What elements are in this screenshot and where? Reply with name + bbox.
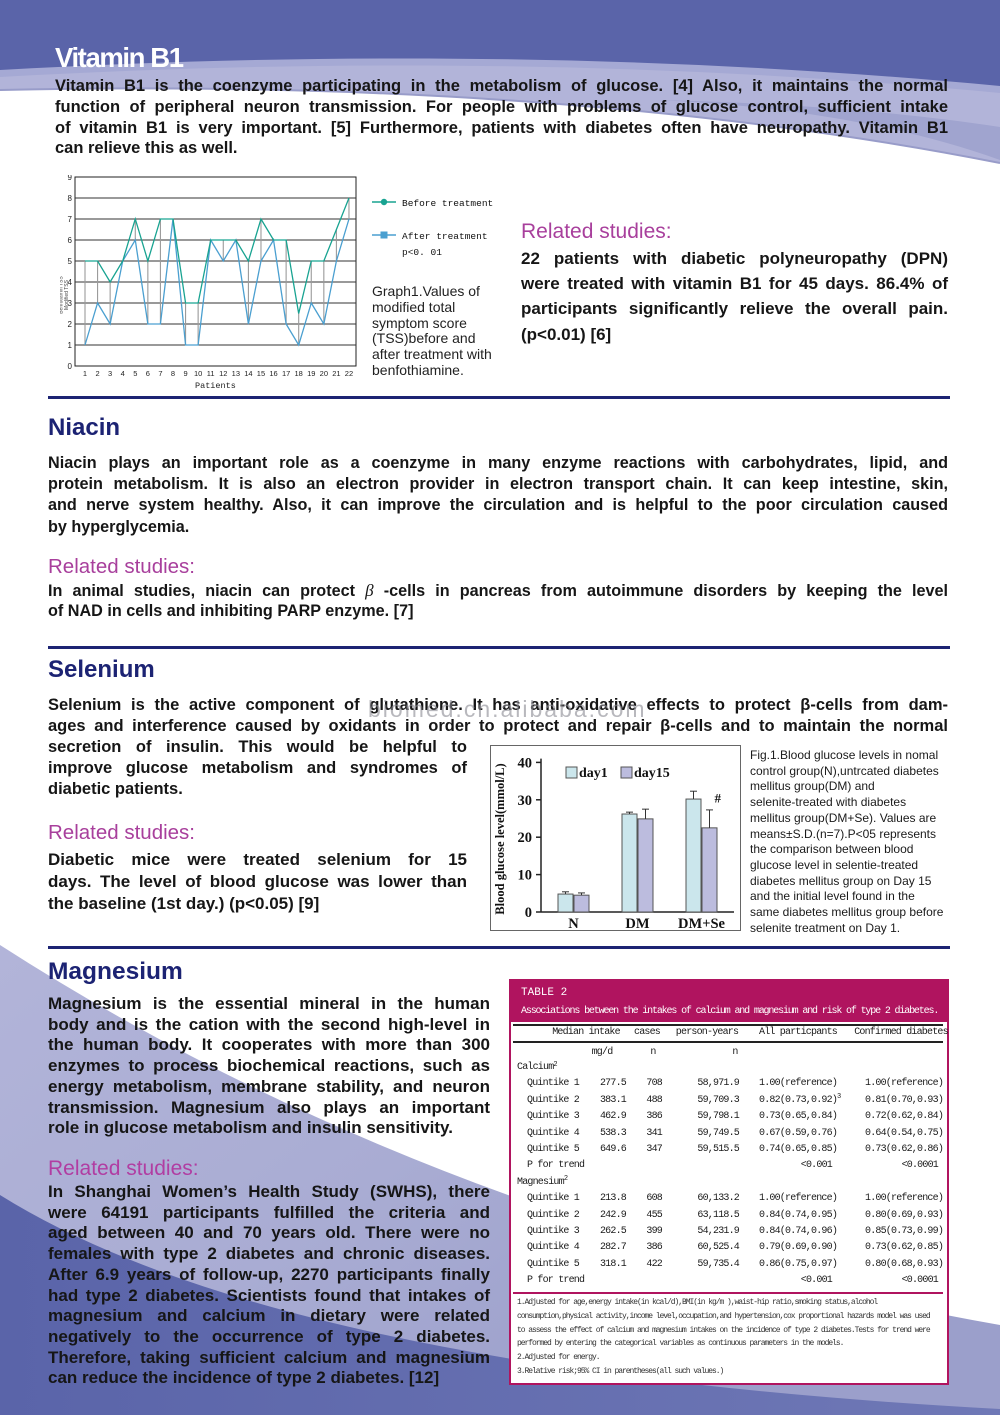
svg-text:14: 14: [244, 369, 252, 378]
svg-text:Benfotiamin TSS: Benfotiamin TSS: [60, 276, 65, 314]
svg-text:6: 6: [146, 369, 150, 378]
svg-text:Patients: Patients: [195, 381, 236, 391]
svg-text:13: 13: [232, 369, 240, 378]
svg-text:DM+Se: DM+Se: [678, 916, 725, 932]
svg-text:2: 2: [68, 320, 73, 329]
svg-text:#: #: [715, 790, 722, 805]
svg-text:21: 21: [332, 369, 340, 378]
svg-text:30: 30: [518, 793, 533, 809]
svg-text:N: N: [568, 916, 579, 932]
svg-text:17: 17: [282, 369, 290, 378]
svg-text:Blood glucose level(mmol/L): Blood glucose level(mmol/L): [493, 763, 507, 914]
svg-text:9: 9: [183, 369, 187, 378]
svg-text:3: 3: [108, 369, 112, 378]
svg-text:p<0. 01: p<0. 01: [402, 247, 442, 258]
svg-text:7: 7: [158, 369, 162, 378]
svg-text:4: 4: [68, 278, 73, 287]
svg-text:DM: DM: [625, 916, 649, 932]
svg-text:1: 1: [68, 341, 73, 350]
svg-text:40: 40: [518, 755, 533, 771]
svg-text:10: 10: [518, 868, 533, 884]
svg-text:6: 6: [68, 236, 73, 245]
svg-text:20: 20: [320, 369, 328, 378]
svg-text:9: 9: [68, 175, 73, 182]
svg-text:8: 8: [68, 194, 73, 203]
svg-text:4: 4: [121, 369, 125, 378]
svg-text:18: 18: [295, 369, 303, 378]
svg-text:11: 11: [207, 369, 215, 378]
svg-text:0: 0: [525, 905, 532, 921]
svg-text:After treatment: After treatment: [402, 231, 488, 242]
svg-text:22: 22: [345, 369, 353, 378]
svg-text:3: 3: [68, 299, 73, 308]
svg-text:16: 16: [269, 369, 277, 378]
svg-text:1: 1: [83, 369, 87, 378]
svg-text:2: 2: [95, 369, 99, 378]
svg-text:5: 5: [68, 257, 73, 266]
svg-text:15: 15: [257, 369, 265, 378]
svg-text:10: 10: [194, 369, 202, 378]
svg-text:day1: day1: [579, 766, 608, 781]
svg-text:0: 0: [68, 362, 73, 371]
svg-text:day15: day15: [634, 766, 670, 781]
svg-text:8: 8: [171, 369, 175, 378]
svg-text:Before treatment: Before treatment: [402, 198, 493, 209]
svg-text:7: 7: [68, 215, 73, 224]
svg-text:20: 20: [518, 830, 533, 846]
svg-text:5: 5: [133, 369, 137, 378]
svg-text:12: 12: [219, 369, 227, 378]
svg-text:Modified TSS: Modified TSS: [64, 279, 70, 310]
svg-text:19: 19: [307, 369, 315, 378]
